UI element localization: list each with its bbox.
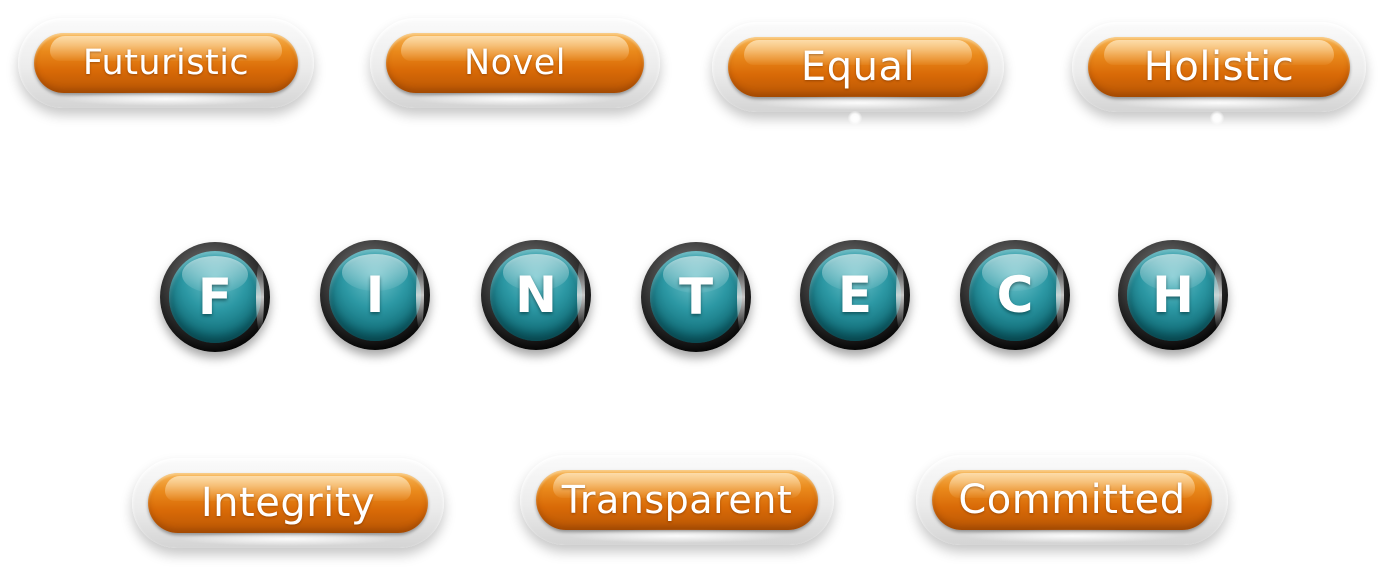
- letter-circle-face: H: [1127, 249, 1219, 341]
- badge-novel: Novel: [370, 18, 660, 108]
- letter-circle-f: F: [160, 242, 270, 352]
- badge-pill: Integrity: [148, 473, 428, 533]
- badge-committed: Committed: [916, 455, 1228, 545]
- badge-label: Equal: [800, 44, 916, 90]
- letter-circle-h: H: [1118, 240, 1228, 350]
- badge-equal: Equal: [712, 22, 1004, 112]
- letter-circle-face: E: [809, 249, 901, 341]
- badge-integrity: Integrity: [132, 458, 444, 548]
- badge-pill: Futuristic: [34, 33, 298, 93]
- sparkle-decoration: [848, 111, 862, 125]
- badge-pill: Holistic: [1088, 37, 1350, 97]
- letter-circle-c: C: [960, 240, 1070, 350]
- badge-label: Integrity: [200, 480, 376, 526]
- letter-circle-face: C: [969, 249, 1061, 341]
- letter-glyph: E: [837, 266, 873, 324]
- letter-circle-face: I: [329, 249, 421, 341]
- badge-label: Novel: [463, 43, 567, 83]
- letter-circle-n: N: [481, 240, 591, 350]
- badge-label: Committed: [958, 477, 1186, 523]
- letter-circle-face: T: [650, 251, 742, 343]
- badge-pill: Committed: [932, 470, 1212, 530]
- badge-pill: Equal: [728, 37, 988, 97]
- letter-glyph: C: [996, 266, 1034, 324]
- sparkle-decoration: [1210, 111, 1224, 125]
- badge-transparent: Transparent: [520, 455, 834, 545]
- letter-glyph: H: [1152, 266, 1194, 324]
- badge-pill: Novel: [386, 33, 644, 93]
- letter-circle-t: T: [641, 242, 751, 352]
- letter-circle-i: I: [320, 240, 430, 350]
- badge-holistic: Holistic: [1072, 22, 1366, 112]
- letter-glyph: N: [515, 266, 557, 324]
- badge-label: Futuristic: [82, 43, 250, 83]
- letter-circle-face: F: [169, 251, 261, 343]
- badge-label: Transparent: [561, 478, 793, 522]
- letter-glyph: F: [197, 268, 233, 326]
- letter-circle-face: N: [490, 249, 582, 341]
- letter-glyph: I: [365, 266, 385, 324]
- letter-circle-e: E: [800, 240, 910, 350]
- letter-glyph: T: [678, 268, 714, 326]
- badge-futuristic: Futuristic: [18, 18, 314, 108]
- badge-pill: Transparent: [536, 470, 818, 530]
- badge-label: Holistic: [1143, 44, 1295, 90]
